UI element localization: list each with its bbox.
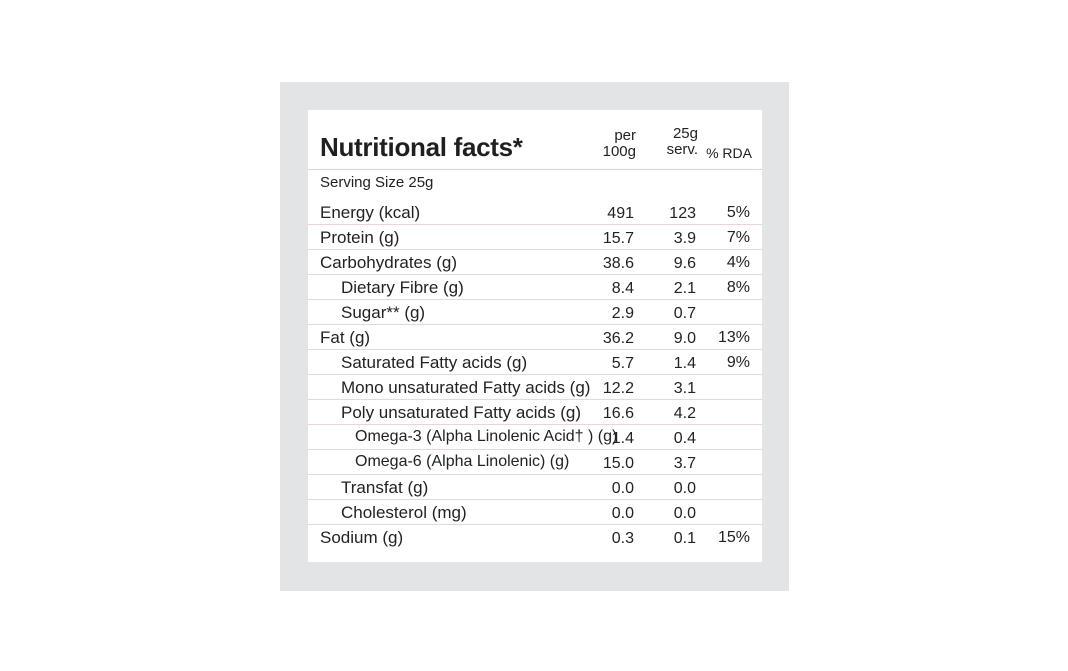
- table-row: Energy (kcal) 491 123 5%: [308, 200, 762, 225]
- value-per-serving: 3.7: [673, 455, 696, 472]
- table-row: Poly unsaturated Fatty acids (g) 16.6 4.2: [308, 400, 762, 425]
- table-row: Saturated Fatty acids (g) 5.7 1.4 9%: [308, 350, 762, 375]
- value-rda: 9%: [726, 354, 750, 371]
- nutrient-label: Sugar** (g): [341, 303, 426, 322]
- column-header-per-100g-line2: 100g: [602, 143, 636, 160]
- value-per-serving: 3.9: [673, 230, 696, 247]
- value-per-serving: 0.0: [673, 480, 696, 497]
- value-per-serving: 0.4: [673, 430, 696, 447]
- nutrition-panel: Nutritional facts* per 100g 25g serv. % …: [308, 110, 762, 562]
- nutrient-label: Omega-6 (Alpha Linolenic) (g): [355, 453, 570, 470]
- value-rda: 15%: [717, 529, 750, 546]
- value-per-serving: 9.6: [673, 255, 696, 272]
- value-per-100g: 0.0: [611, 505, 634, 522]
- nutrient-label: Mono unsaturated Fatty acids (g): [341, 378, 591, 397]
- value-per-serving: 0.7: [673, 305, 696, 322]
- nutrition-rows: Energy (kcal) 491 123 5% Protein (g) 15.7 3.9 7…: [308, 200, 762, 550]
- table-row: Sodium (g) 0.3 0.1 15%: [308, 525, 762, 550]
- table-row: Omega-6 (Alpha Linolenic) (g) 15.0 3.7: [308, 450, 762, 475]
- column-header-serving: 25g serv.: [667, 126, 698, 158]
- value-rda: 8%: [726, 279, 750, 296]
- nutrient-label: Transfat (g): [341, 478, 429, 497]
- table-header: Nutritional facts* per 100g 25g serv. % …: [308, 110, 762, 170]
- column-header-per-100g: per 100g: [603, 128, 636, 160]
- page-title: Nutritional facts*: [320, 132, 523, 162]
- value-per-serving: 1.4: [673, 355, 696, 372]
- table-row: Fat (g) 36.2 9.0 13%: [308, 325, 762, 350]
- table-row: Cholesterol (mg) 0.0 0.0: [308, 500, 762, 525]
- value-per-100g: 1.4: [611, 430, 634, 447]
- nutrient-label: Protein (g): [320, 228, 400, 247]
- value-per-serving: 123: [669, 205, 696, 222]
- value-per-serving: 0.1: [673, 530, 696, 547]
- nutrient-label: Sodium (g): [320, 528, 404, 547]
- value-rda: 7%: [726, 229, 750, 246]
- value-per-100g: 0.0: [611, 480, 634, 497]
- nutrient-label: Dietary Fibre (g): [341, 278, 464, 297]
- label-frame: Nutritional facts* per 100g 25g serv. % …: [280, 82, 789, 591]
- nutrient-label: Carbohydrates (g): [320, 253, 458, 272]
- value-rda: 5%: [726, 204, 750, 221]
- nutrient-label: Fat (g): [320, 328, 371, 347]
- header-divider: [308, 169, 762, 170]
- table-row: Dietary Fibre (g) 8.4 2.1 8%: [308, 275, 762, 300]
- nutrient-label: Saturated Fatty acids (g): [341, 353, 528, 372]
- value-per-100g: 15.7: [602, 230, 634, 247]
- value-per-100g: 0.3: [611, 530, 634, 547]
- value-per-100g: 38.6: [602, 255, 634, 272]
- value-per-serving: 4.2: [673, 405, 696, 422]
- nutrient-label: Cholesterol (mg): [341, 503, 467, 522]
- value-per-100g: 5.7: [611, 355, 634, 372]
- value-per-100g: 2.9: [611, 305, 634, 322]
- table-row: Carbohydrates (g) 38.6 9.6 4%: [308, 250, 762, 275]
- column-header-serving-line2: serv.: [666, 141, 698, 158]
- value-per-100g: 36.2: [602, 330, 634, 347]
- nutrient-label: Omega-3 (Alpha Linolenic Acid† ) (g): [355, 428, 618, 445]
- serving-size: Serving Size 25g: [320, 174, 434, 191]
- value-per-serving: 9.0: [673, 330, 696, 347]
- nutrient-label: Poly unsaturated Fatty acids (g): [341, 403, 582, 422]
- value-per-100g: 8.4: [611, 280, 634, 297]
- value-per-100g: 16.6: [602, 405, 634, 422]
- column-header-serving-line1: 25g: [672, 125, 698, 142]
- table-row: Mono unsaturated Fatty acids (g) 12.2 3.1: [308, 375, 762, 400]
- table-row: Protein (g) 15.7 3.9 7%: [308, 225, 762, 250]
- nutrient-label: Energy (kcal): [320, 203, 421, 222]
- value-rda: 4%: [726, 254, 750, 271]
- value-rda: 13%: [717, 329, 750, 346]
- value-per-serving: 3.1: [673, 380, 696, 397]
- table-row: Transfat (g) 0.0 0.0: [308, 475, 762, 500]
- value-per-serving: 2.1: [673, 280, 696, 297]
- value-per-100g: 15.0: [602, 455, 634, 472]
- table-row: Sugar** (g) 2.9 0.7: [308, 300, 762, 325]
- column-header-rda: % RDA: [706, 145, 752, 161]
- table-row: Omega-3 (Alpha Linolenic Acid† ) (g) 1.4 0…: [308, 425, 762, 450]
- column-header-per-100g-line1: per: [614, 127, 636, 144]
- value-per-100g: 491: [607, 205, 634, 222]
- value-per-serving: 0.0: [673, 505, 696, 522]
- value-per-100g: 12.2: [602, 380, 634, 397]
